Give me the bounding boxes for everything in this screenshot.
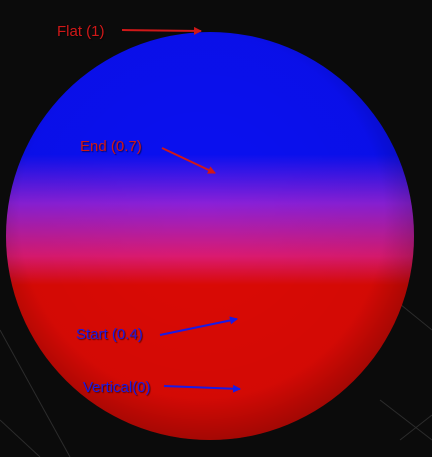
- label-vertical: Vertical(0): [83, 379, 151, 396]
- label-end: End (0.7): [80, 138, 142, 155]
- annotation-end: End (0.7): [80, 138, 216, 174]
- annotation-vertical: Vertical(0): [83, 379, 241, 396]
- annotation-flat: Flat (1): [57, 23, 202, 40]
- annotation-start: Start (0.4): [76, 316, 238, 343]
- arrow-start: [159, 316, 238, 336]
- arrow-flat: [121, 26, 202, 35]
- arrow-end: [161, 147, 216, 174]
- label-start: Start (0.4): [76, 326, 143, 343]
- arrow-vertical: [163, 384, 241, 393]
- sphere-shading: [6, 32, 414, 440]
- label-flat: Flat (1): [57, 23, 105, 40]
